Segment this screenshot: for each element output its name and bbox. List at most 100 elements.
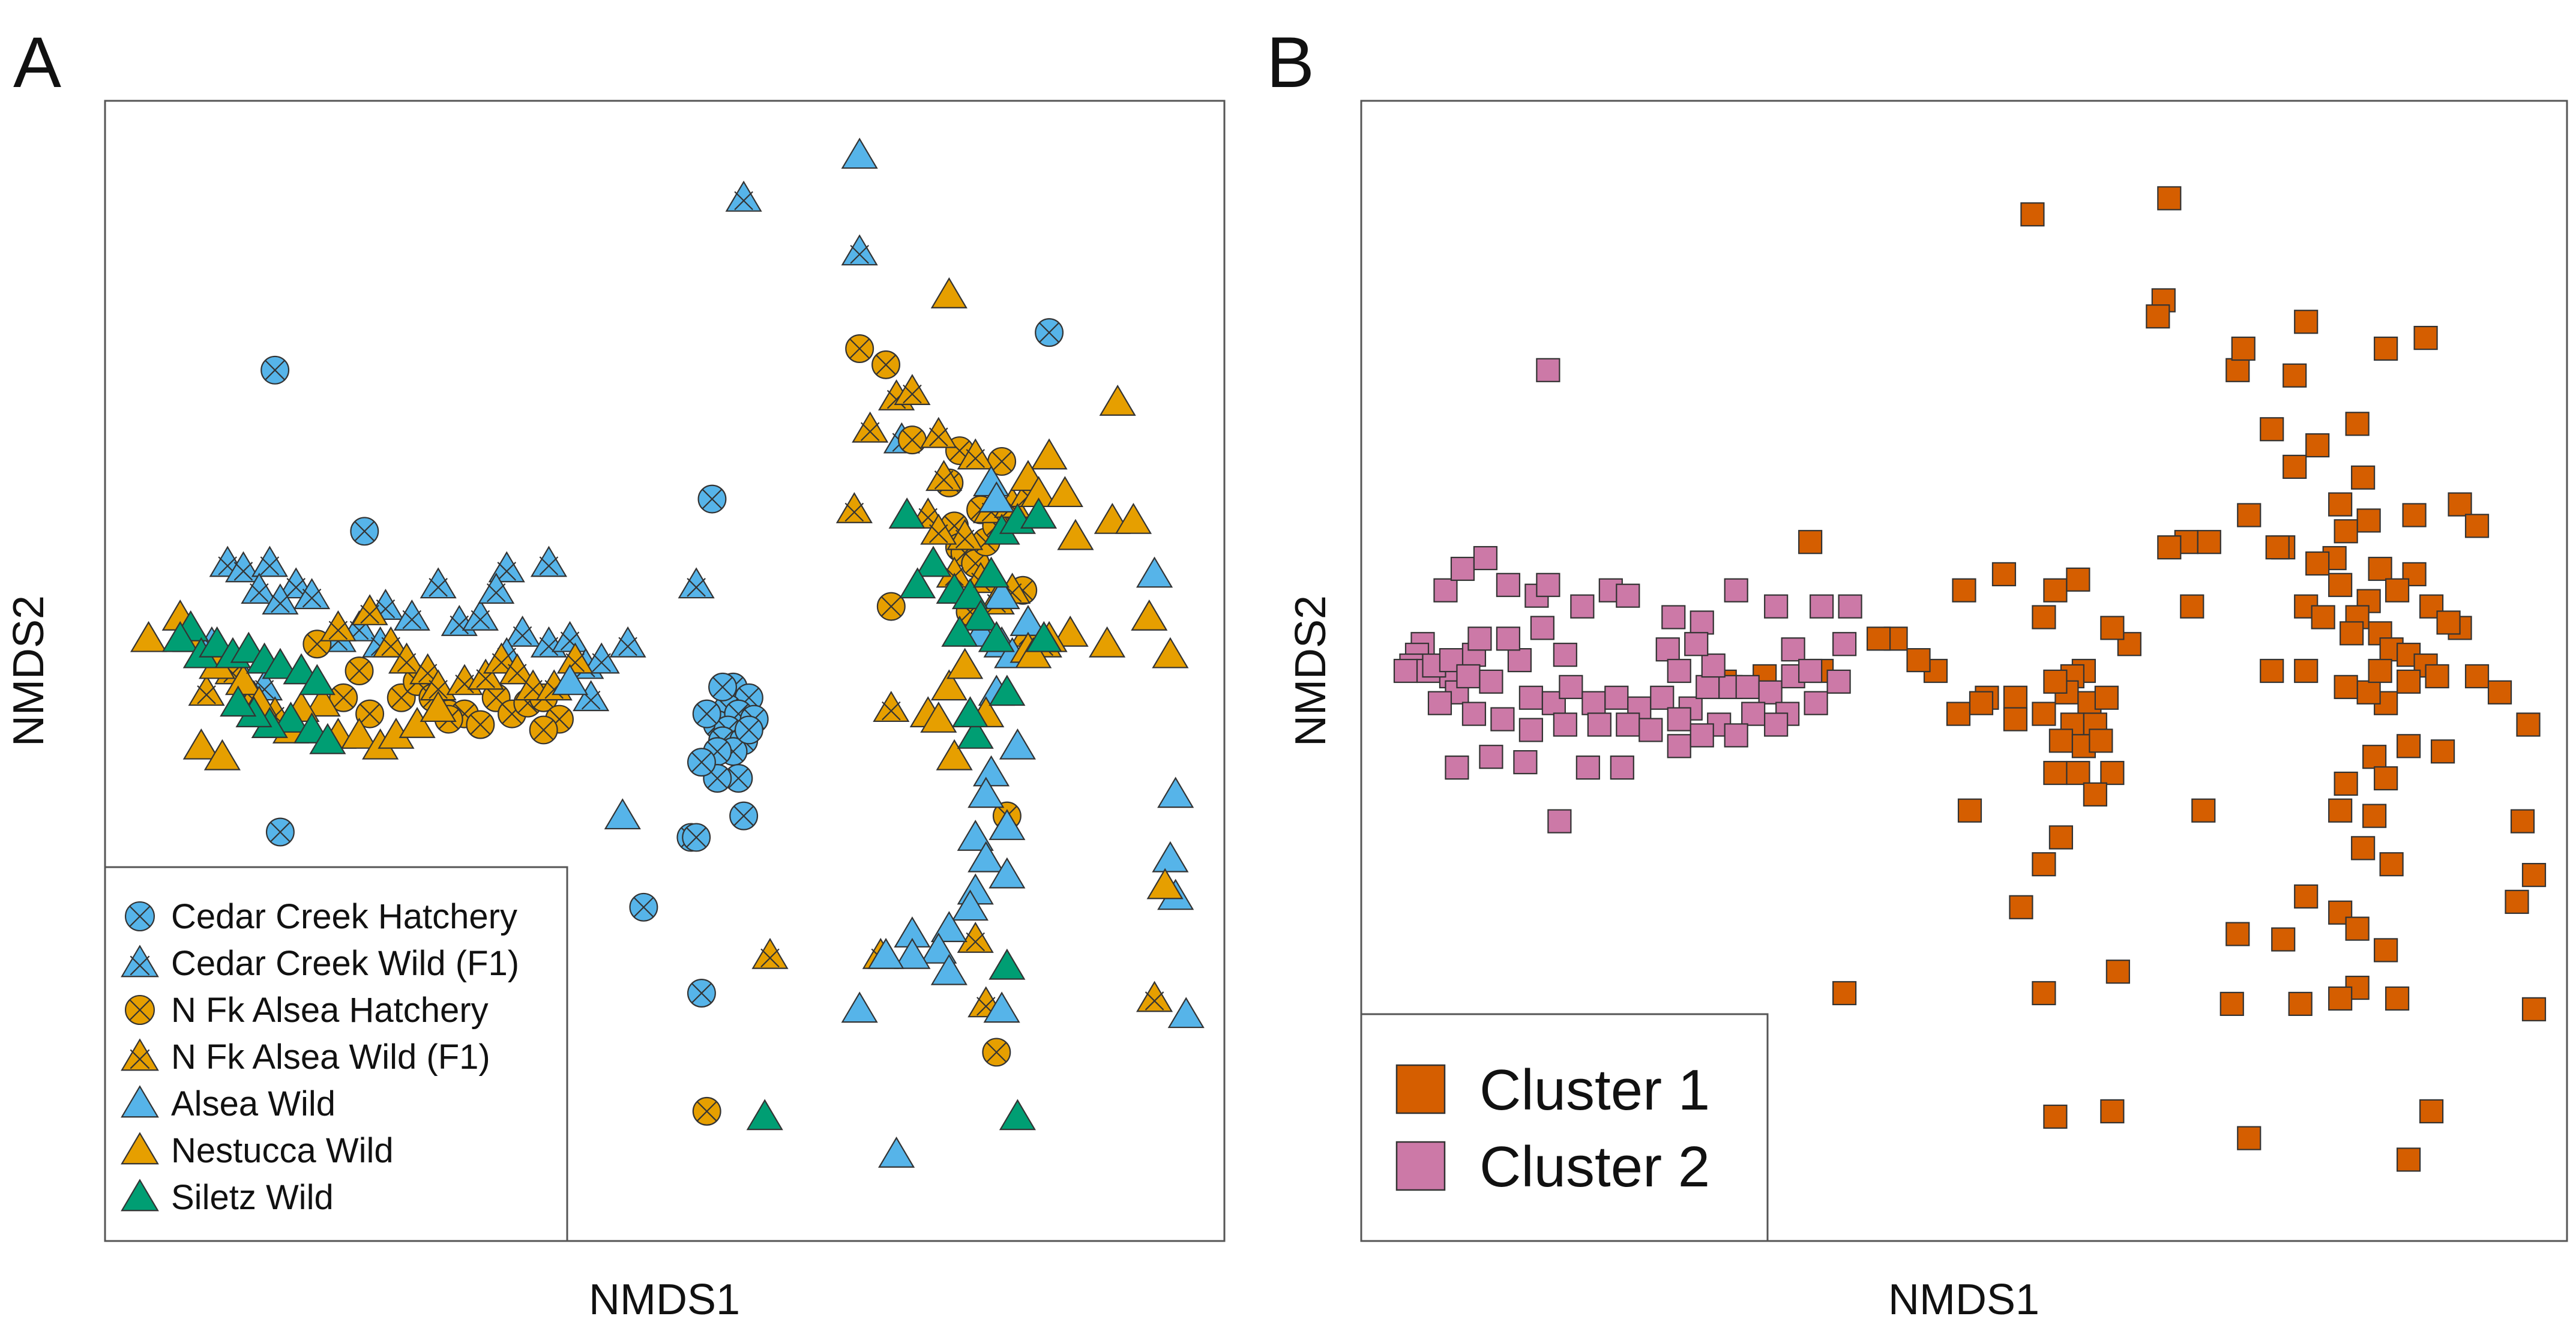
- data-point-cedar-creek-hatchery: [687, 979, 716, 1008]
- data-point-nestucca-wild: [1046, 476, 1083, 508]
- data-point-cluster-1: [2402, 562, 2427, 587]
- data-point-nestucca-wild: [203, 739, 241, 771]
- panel-a-x-axis-label: NMDS1: [589, 1276, 740, 1322]
- data-point-siletz-wild: [989, 948, 1026, 980]
- data-point-cluster-1: [2260, 658, 2284, 684]
- data-point-cluster-2: [1832, 632, 1857, 656]
- data-point-cluster-1: [2288, 991, 2313, 1017]
- data-point-alsea-wild: [551, 664, 589, 696]
- data-point-alsea-wild: [604, 798, 641, 830]
- data-point-cedar-creek-wild-f1: [573, 680, 610, 712]
- data-point-cluster-1: [2020, 202, 2045, 227]
- data-point-n-fk-alsea-hatchery: [345, 656, 374, 685]
- data-point-cedar-creek-wild-f1: [478, 572, 515, 604]
- data-point-cluster-1: [2328, 492, 2353, 517]
- data-point-cluster-2: [1684, 632, 1709, 656]
- data-point-cluster-2: [1496, 572, 1520, 597]
- data-point-cluster-1: [2294, 658, 2319, 684]
- data-point-n-fk-alsea-hatchery: [845, 334, 874, 363]
- data-point-cluster-2: [1445, 755, 1469, 780]
- data-point-siletz-wild: [888, 497, 925, 529]
- legend-a-marker-cedar-creek-wild-f1: [121, 945, 159, 978]
- data-point-cluster-1: [2362, 804, 2387, 828]
- data-point-cluster-2: [1427, 691, 1452, 715]
- data-point-cluster-1: [2225, 358, 2250, 382]
- data-point-cluster-1: [2419, 1099, 2444, 1124]
- data-point-cluster-1: [2294, 310, 2319, 334]
- series-cedar-creek-hatchery: [260, 318, 1064, 1008]
- data-point-siletz-wild: [989, 675, 1026, 706]
- data-point-alsea-wild: [989, 857, 1026, 889]
- data-point-alsea-wild: [930, 954, 968, 985]
- data-point-cluster-1: [2271, 927, 2296, 952]
- data-point-alsea-wild: [841, 137, 878, 169]
- data-point-n-fk-alsea-wild-f1: [751, 937, 789, 969]
- data-point-cluster-2: [1559, 675, 1583, 699]
- data-point-cluster-1: [2521, 997, 2547, 1021]
- data-point-alsea-wild: [999, 728, 1036, 760]
- legend-a-marker-alsea-wild: [121, 1085, 159, 1118]
- data-point-cluster-1: [2505, 889, 2529, 914]
- data-point-nestucca-wild: [920, 702, 957, 733]
- data-point-cluster-1: [2521, 862, 2547, 888]
- data-point-n-fk-alsea-wild-f1: [957, 922, 994, 953]
- panel-a-letter: A: [13, 22, 61, 103]
- data-point-cluster-1: [2402, 503, 2427, 527]
- panel-b-x-axis-label: NMDS1: [1888, 1276, 2039, 1322]
- data-point-n-fk-alsea-hatchery: [355, 699, 385, 729]
- data-point-cluster-1: [2368, 658, 2392, 684]
- data-point-cluster-1: [2180, 594, 2204, 619]
- data-point-cluster-2: [1479, 669, 1503, 694]
- data-point-nestucca-wild: [1057, 518, 1094, 550]
- data-point-cluster-1: [2397, 669, 2421, 694]
- panel-a-legend: Cedar Creek Hatchery Cedar Creek Wild (F1…: [104, 866, 568, 1242]
- data-point-nestucca-wild: [936, 739, 973, 771]
- data-point-cedar-creek-hatchery: [734, 715, 763, 745]
- data-point-cluster-2: [1701, 653, 1726, 678]
- data-point-cluster-1: [2100, 1099, 2125, 1124]
- data-point-n-fk-alsea-wild-f1: [499, 653, 536, 685]
- data-point-siletz-wild: [915, 545, 952, 577]
- data-point-cluster-2: [1798, 658, 1823, 684]
- data-point-n-fk-alsea-wild-f1: [852, 411, 889, 443]
- data-point-cluster-2: [1393, 658, 1418, 684]
- data-point-cluster-1: [2283, 454, 2307, 479]
- data-point-cluster-2: [1450, 556, 1475, 581]
- series-cedar-creek-wild-f1: [193, 180, 920, 712]
- legend-a-label: Cedar Creek Hatchery: [171, 897, 517, 936]
- data-point-cluster-1: [2032, 981, 2056, 1006]
- data-point-cluster-1: [2362, 745, 2387, 769]
- data-point-cluster-2: [1490, 707, 1515, 732]
- legend-a-label: N Fk Alsea Hatchery: [171, 991, 489, 1030]
- data-point-cluster-1: [2083, 782, 2107, 807]
- data-point-cluster-2: [1518, 685, 1543, 710]
- legend-a-label: Alsea Wild: [171, 1084, 336, 1123]
- data-point-cluster-1: [2334, 519, 2358, 544]
- data-point-cedar-creek-hatchery: [729, 801, 759, 831]
- data-point-cedar-creek-wild-f1: [420, 567, 457, 599]
- data-point-siletz-wild: [272, 702, 310, 733]
- data-point-cluster-2: [1581, 691, 1606, 715]
- legend-b-label: Cluster 2: [1479, 1135, 1710, 1199]
- series-cluster-2: [1393, 358, 1862, 834]
- data-point-siletz-wild: [746, 1099, 783, 1131]
- data-point-cluster-2: [1507, 647, 1532, 673]
- data-point-cluster-2: [1735, 675, 1760, 699]
- data-point-cluster-2: [1530, 616, 1554, 640]
- data-point-cluster-1: [2146, 304, 2170, 329]
- panel-b-legend-box: [1360, 1013, 1769, 1242]
- data-point-siletz-wild: [309, 723, 346, 754]
- data-point-cluster-2: [1575, 755, 1600, 780]
- data-point-siletz-wild: [962, 599, 999, 631]
- data-point-cluster-1: [2425, 664, 2449, 689]
- data-point-cedar-creek-hatchery: [350, 517, 379, 546]
- data-point-cluster-2: [1473, 545, 1498, 571]
- data-point-cluster-1: [2066, 567, 2090, 592]
- legend-a-marker-n-fk-alsea-wild-f1: [121, 1038, 159, 1071]
- data-point-cedar-creek-hatchery: [629, 892, 658, 922]
- data-point-cedar-creek-hatchery: [687, 748, 716, 777]
- data-point-cedar-creek-wild-f1: [551, 620, 589, 652]
- data-point-cedar-creek-wild-f1: [583, 642, 620, 674]
- data-point-siletz-wild: [978, 620, 1015, 652]
- data-point-alsea-wild: [920, 932, 957, 964]
